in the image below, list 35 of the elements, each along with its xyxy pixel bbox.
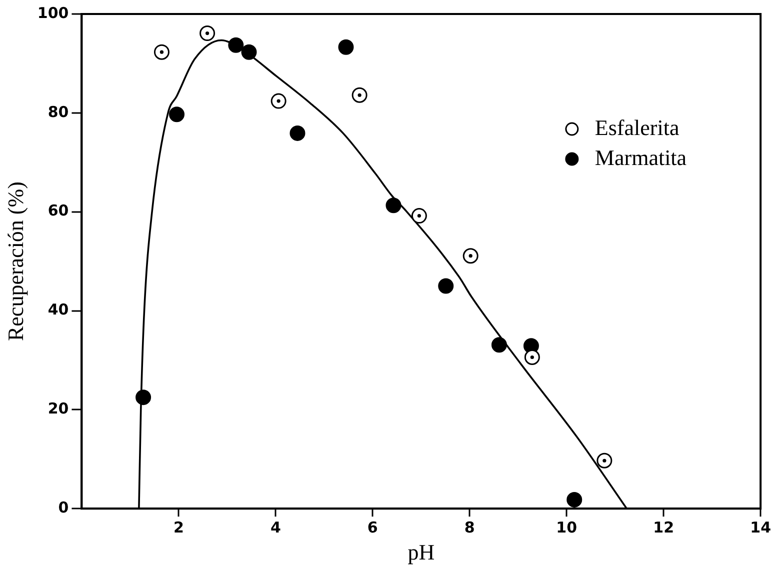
x-tick-label: 8 <box>464 518 475 536</box>
point <box>438 278 454 294</box>
point <box>228 37 244 53</box>
legend-label: Marmatita <box>594 144 687 170</box>
point <box>462 248 478 264</box>
x-tick-label: 14 <box>750 518 771 536</box>
y-tick-label: 80 <box>48 102 69 121</box>
point <box>169 106 184 122</box>
point <box>596 452 612 468</box>
point <box>241 44 257 60</box>
y-axis-title: Recuperación (%) <box>2 182 28 342</box>
point <box>411 208 427 224</box>
point <box>491 337 507 353</box>
x-tick-label: 4 <box>270 518 281 536</box>
y-tick-label: 60 <box>48 202 69 220</box>
y-tick-label: 20 <box>48 400 69 418</box>
y-tick-label: 100 <box>37 4 69 22</box>
x-tick-label: 12 <box>653 518 674 536</box>
x-tick-label: 2 <box>173 518 184 536</box>
point <box>524 350 540 366</box>
point <box>352 87 368 103</box>
point <box>290 125 306 141</box>
point <box>200 26 216 42</box>
point <box>338 39 354 55</box>
x-axis-title: pH <box>408 540 435 565</box>
point <box>154 44 170 60</box>
y-tick-label: 40 <box>48 300 69 319</box>
x-tick-label: 10 <box>556 518 578 536</box>
legend-label: Esfalerita <box>594 114 680 140</box>
y-tick-label: 0 <box>58 498 69 516</box>
point <box>386 198 402 214</box>
point <box>136 390 152 406</box>
point <box>566 492 582 508</box>
point <box>270 93 286 109</box>
x-tick-label: 6 <box>367 518 378 536</box>
